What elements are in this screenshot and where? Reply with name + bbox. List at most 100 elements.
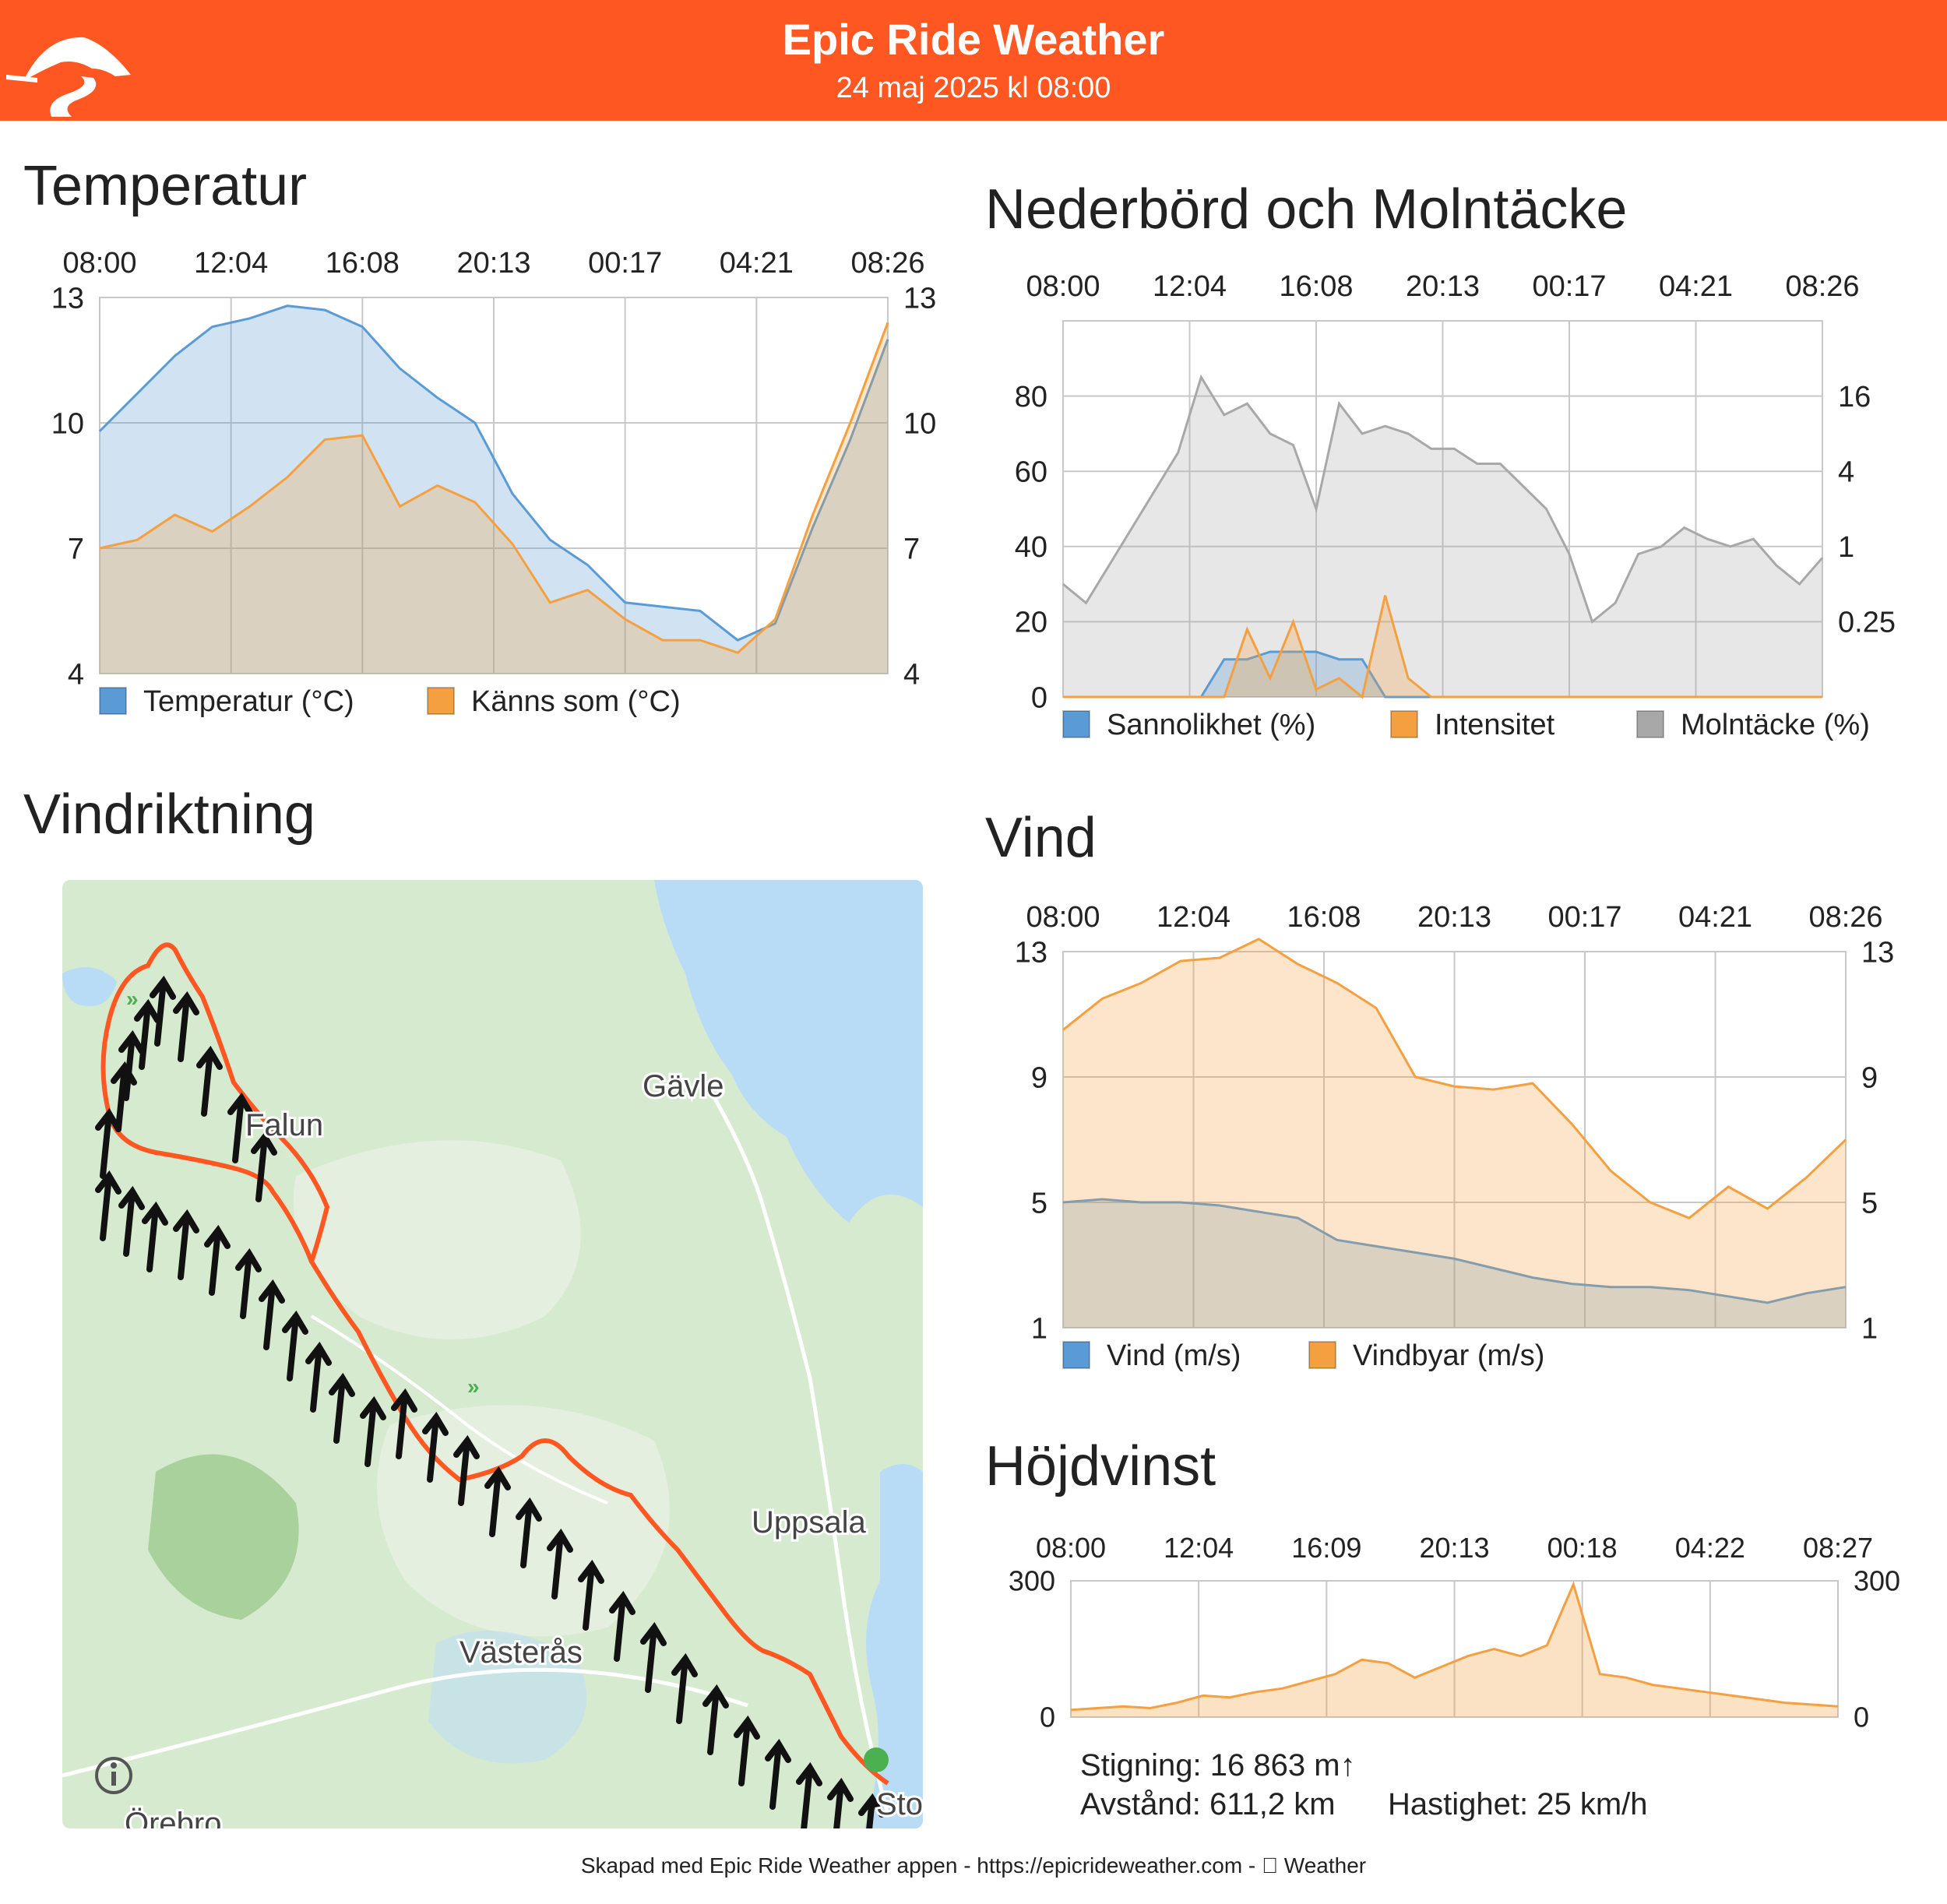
x-tick-label: 16:09 bbox=[1291, 1532, 1361, 1564]
y-tick-label-left: 5 bbox=[1031, 1187, 1047, 1219]
y-tick-label-right: 4 bbox=[1838, 456, 1854, 489]
y-tick-label-left: 10 bbox=[51, 407, 84, 440]
series-area bbox=[1063, 595, 1822, 697]
x-tick-label: 16:08 bbox=[1287, 901, 1361, 934]
y-tick-label-left: 13 bbox=[1015, 936, 1047, 969]
y-tick-label-left: 60 bbox=[1015, 456, 1047, 489]
info-icon[interactable] bbox=[95, 1757, 132, 1794]
wind-arrow bbox=[142, 1201, 168, 1272]
x-tick-label: 12:04 bbox=[1164, 1532, 1234, 1564]
x-tick-label: 04:22 bbox=[1675, 1532, 1745, 1564]
climb-stat: Stigning: 16 863 m↑ bbox=[1080, 1748, 1356, 1783]
series-line bbox=[99, 322, 889, 654]
series-area bbox=[100, 305, 888, 674]
wind-arrow bbox=[329, 1372, 355, 1444]
y-tick-label-left: 9 bbox=[1031, 1061, 1047, 1094]
wind-arrow bbox=[796, 1761, 822, 1828]
ride-date: 24 maj 2025 kl 08:00 bbox=[836, 72, 1111, 104]
x-tick-label: 08:00 bbox=[1036, 1532, 1106, 1564]
wind-arrow bbox=[734, 1715, 760, 1786]
precip-title: Nederbörd och Molntäcke bbox=[985, 178, 1628, 241]
legend-swatch bbox=[427, 687, 455, 715]
legend-label: Intensitet bbox=[1435, 709, 1555, 741]
x-tick-label: 08:26 bbox=[1785, 270, 1859, 303]
wind-arrow bbox=[235, 1248, 262, 1319]
x-tick-label: 08:27 bbox=[1803, 1532, 1873, 1564]
elevation-title: Höjdvinst bbox=[985, 1435, 1216, 1498]
series-area bbox=[100, 322, 888, 674]
x-tick-label: 04:21 bbox=[720, 247, 794, 280]
elevation-chart: 08:00 12:04 16:09 20:13 00:18 04:22 08:2730003… bbox=[1009, 1532, 1900, 1729]
wind-arrow bbox=[578, 1559, 604, 1631]
wind-arrow bbox=[702, 1684, 729, 1755]
x-tick-label: 16:08 bbox=[326, 247, 400, 280]
end-marker bbox=[864, 1747, 889, 1772]
wind-arrow bbox=[95, 1107, 121, 1179]
wind-arrow bbox=[118, 1029, 145, 1101]
series-line bbox=[1063, 595, 1822, 699]
x-tick-label: 00:17 bbox=[1547, 901, 1621, 934]
y-tick-label-left: 20 bbox=[1015, 607, 1047, 639]
legend-label: Vindbyar (m/s) bbox=[1353, 1339, 1544, 1372]
x-tick-label: 20:13 bbox=[456, 247, 530, 280]
legend-label: Sannolikhet (%) bbox=[1107, 709, 1315, 741]
y-tick-label-right: 0 bbox=[1854, 1702, 1869, 1729]
wind-arrow bbox=[305, 1341, 332, 1413]
wind-arrow bbox=[282, 1310, 308, 1381]
x-tick-label: 12:04 bbox=[194, 247, 268, 280]
series-line bbox=[1062, 374, 1824, 624]
x-tick-label: 08:00 bbox=[1026, 901, 1100, 934]
y-tick-label-left: 0 bbox=[1040, 1702, 1055, 1729]
map-label-stock: Stock bbox=[876, 1787, 923, 1821]
legend-label: Temperatur (°C) bbox=[143, 685, 354, 718]
temperature-chart: 08:00 12:04 16:08 20:13 00:17 04:21 08:2613107… bbox=[51, 247, 937, 718]
y-tick-label-right: 1 bbox=[1861, 1312, 1878, 1345]
app-header: Epic Ride Weather 24 maj 2025 kl 08:00 bbox=[0, 0, 1947, 121]
y-tick-label-right: 10 bbox=[903, 407, 936, 440]
y-tick-label-right: 4 bbox=[903, 658, 920, 691]
wind-arrow bbox=[516, 1497, 542, 1568]
y-tick-label-left: 7 bbox=[68, 533, 84, 565]
wind-arrow bbox=[422, 1411, 449, 1483]
y-tick-label-right: 0.25 bbox=[1838, 607, 1896, 639]
y-tick-label-left: 13 bbox=[51, 282, 84, 315]
wind-arrow bbox=[204, 1224, 231, 1296]
wind-arrow bbox=[484, 1466, 511, 1537]
x-tick-label: 00:17 bbox=[1532, 270, 1606, 303]
y-tick-label-right: 13 bbox=[903, 282, 936, 315]
map-label-uppsala: Uppsala bbox=[752, 1505, 867, 1540]
wind-arrow bbox=[95, 1170, 121, 1241]
wind-arrow bbox=[640, 1621, 667, 1693]
svg-text:»: » bbox=[467, 1374, 480, 1399]
y-tick-label-left: 80 bbox=[1015, 381, 1047, 414]
wind-arrow bbox=[118, 1185, 145, 1257]
wind-arrow bbox=[547, 1528, 573, 1600]
y-tick-label-right: 13 bbox=[1861, 936, 1894, 969]
wind-arrow bbox=[134, 998, 160, 1070]
series-area bbox=[1063, 652, 1822, 697]
x-tick-label: 20:13 bbox=[1417, 901, 1491, 934]
legend-label: Känns som (°C) bbox=[471, 685, 681, 718]
wind-arrow bbox=[671, 1652, 698, 1724]
wind-arrow bbox=[827, 1777, 854, 1828]
legend-swatch bbox=[1390, 710, 1418, 738]
x-tick-label: 08:00 bbox=[1026, 270, 1100, 303]
wind-arrow bbox=[609, 1590, 636, 1662]
svg-text:»: » bbox=[126, 987, 139, 1011]
precip-chart: 08:00 12:04 16:08 20:13 00:17 04:21 08:26 80 60 4… bbox=[1015, 270, 1896, 741]
wind-title: Vind bbox=[985, 807, 1097, 869]
series-line bbox=[1070, 1581, 1839, 1712]
wind-arrow bbox=[196, 1045, 223, 1117]
wind-direction-map[interactable]: » » Gävle Falun Uppsala Västerås Örebro … bbox=[62, 880, 923, 1828]
x-tick-label: 12:04 bbox=[1153, 270, 1227, 303]
x-tick-label: 00:18 bbox=[1547, 1532, 1618, 1564]
wind-direction-title: Vindriktning bbox=[23, 783, 315, 846]
series-area bbox=[1063, 938, 1846, 1328]
wind-chart: 08:00 12:04 16:08 20:13 00:17 04:21 08:2613951… bbox=[1015, 901, 1895, 1372]
wind-arrow bbox=[360, 1395, 386, 1467]
x-tick-label: 08:26 bbox=[1808, 901, 1882, 934]
wind-arrow bbox=[453, 1434, 480, 1506]
map-canvas[interactable]: » » Gävle Falun Uppsala Västerås Örebro … bbox=[62, 880, 923, 1828]
x-tick-label: 16:08 bbox=[1279, 270, 1353, 303]
map-label-vasteras: Västerås bbox=[459, 1635, 583, 1670]
